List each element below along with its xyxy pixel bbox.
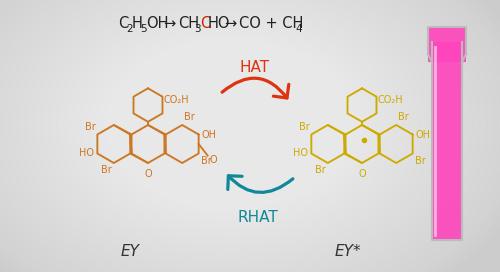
Text: Br: Br: [101, 165, 112, 175]
Text: O: O: [210, 154, 218, 165]
FancyArrowPatch shape: [228, 176, 293, 193]
Text: C: C: [200, 17, 210, 32]
Text: CO₂H: CO₂H: [164, 95, 190, 105]
Text: 3: 3: [194, 24, 200, 34]
Text: Br: Br: [398, 112, 409, 122]
Text: EY*: EY*: [334, 245, 361, 259]
Text: Br: Br: [298, 122, 310, 131]
Text: O: O: [144, 169, 152, 179]
Bar: [428, 27, 466, 62]
Text: 2: 2: [126, 24, 132, 34]
Text: CH: CH: [178, 17, 199, 32]
Text: 5: 5: [140, 24, 146, 34]
Text: Br: Br: [414, 156, 426, 165]
Text: RHAT: RHAT: [238, 209, 279, 224]
Text: C: C: [118, 17, 128, 32]
Text: HAT: HAT: [240, 60, 270, 75]
Text: 4: 4: [295, 24, 302, 34]
Text: OH: OH: [416, 129, 430, 140]
Text: CO + CH: CO + CH: [239, 17, 304, 32]
Text: CO₂H: CO₂H: [378, 95, 404, 105]
Text: Br: Br: [184, 112, 195, 122]
Text: OH: OH: [146, 17, 169, 32]
Text: Br: Br: [200, 156, 211, 165]
Text: H: H: [132, 17, 143, 32]
Text: →: →: [224, 17, 236, 32]
Text: Br: Br: [315, 165, 326, 175]
Text: O: O: [358, 169, 366, 179]
Text: HO: HO: [80, 149, 94, 159]
Text: OH: OH: [202, 129, 216, 140]
Bar: [432, 42, 462, 240]
Text: →: →: [163, 17, 175, 32]
Text: HO: HO: [294, 149, 308, 159]
Text: EY: EY: [120, 245, 140, 259]
Text: HO: HO: [208, 17, 231, 32]
Text: Br: Br: [84, 122, 96, 131]
FancyArrowPatch shape: [222, 78, 289, 98]
